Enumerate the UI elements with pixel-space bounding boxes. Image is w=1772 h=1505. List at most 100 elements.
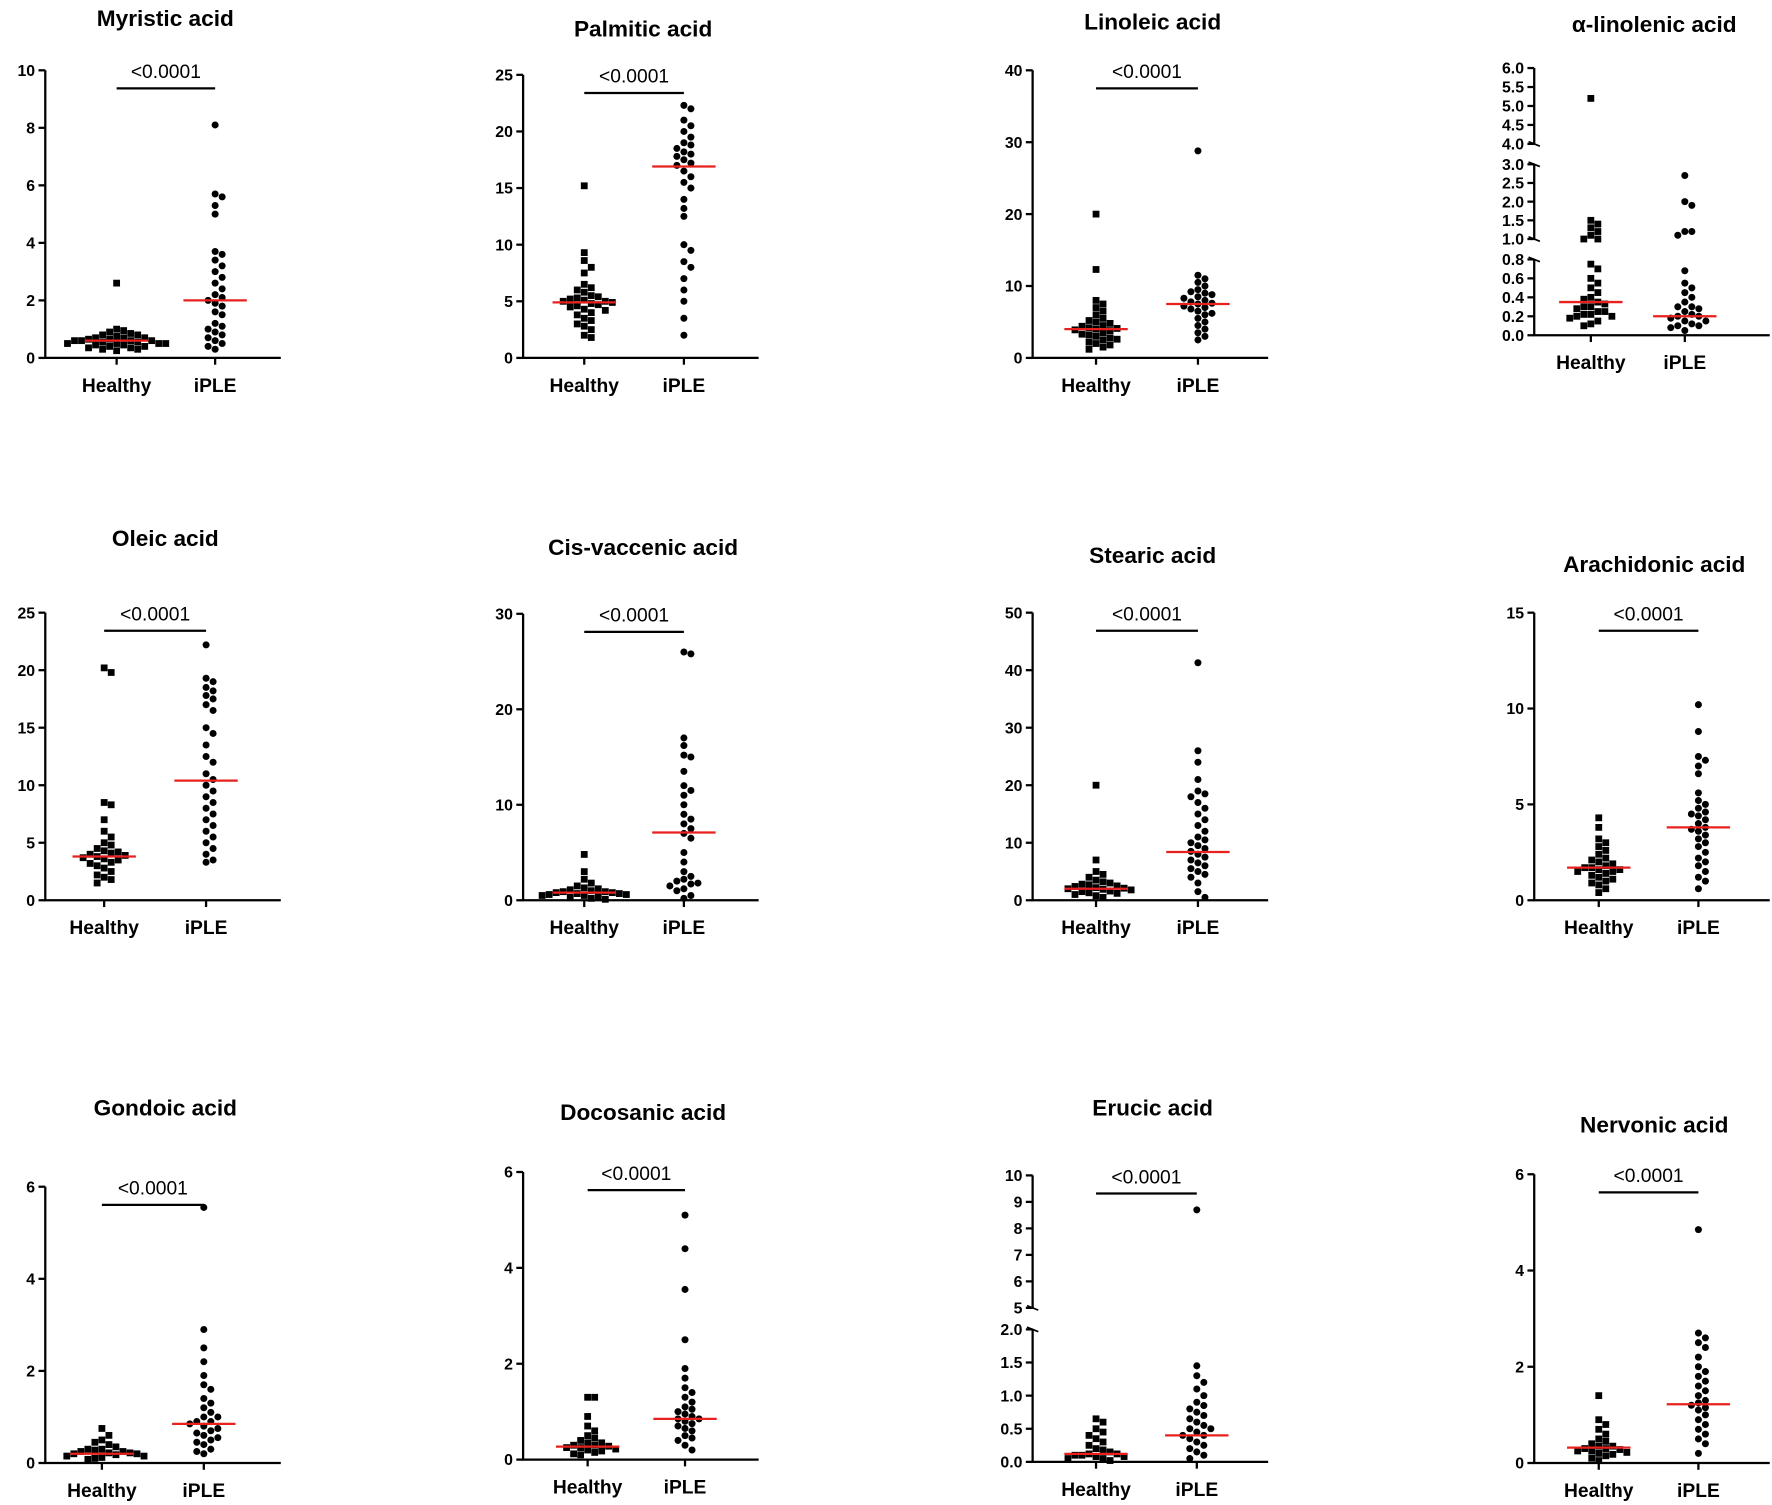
point-healthy (1099, 307, 1107, 315)
point-healthy (594, 293, 602, 301)
point-iple (688, 1420, 696, 1428)
point-healthy (1092, 1415, 1100, 1423)
point-iple (687, 891, 695, 899)
point-iple (1694, 701, 1702, 709)
point-healthy (1106, 879, 1114, 887)
point-iple (680, 791, 688, 799)
point-iple (200, 1431, 208, 1439)
y-tick-label: 0 (1014, 351, 1023, 368)
point-healthy (1594, 317, 1602, 325)
point-iple (209, 787, 217, 795)
p-value-label: <0.0001 (599, 606, 669, 627)
point-healthy (1587, 303, 1595, 311)
y-tick-label: 1.0 (1000, 1388, 1022, 1405)
point-healthy (1092, 1445, 1100, 1453)
y-tick-label: 2 (1515, 1359, 1524, 1376)
point-healthy (570, 1441, 578, 1449)
x-tick-label-healthy: Healthy (550, 918, 620, 939)
y-tick-label: 20 (1005, 778, 1023, 795)
y-tick-label: 6 (1014, 1274, 1023, 1291)
point-iple (1694, 885, 1702, 893)
y-tick-label: 0 (1515, 1456, 1524, 1473)
point-healthy (566, 893, 574, 901)
point-healthy (1078, 322, 1086, 330)
point-healthy (580, 305, 588, 313)
point-healthy (1566, 314, 1574, 322)
point-iple (688, 1388, 696, 1397)
point-iple (681, 1410, 689, 1418)
point-healthy (64, 340, 71, 347)
point-healthy (77, 1448, 85, 1455)
point-healthy (84, 1455, 92, 1463)
point-iple (1194, 293, 1202, 301)
point-iple (202, 691, 210, 700)
point-iple (687, 150, 695, 158)
point-iple (1694, 1406, 1702, 1414)
y-tick-label: 20 (495, 124, 513, 141)
point-healthy (140, 1452, 148, 1460)
point-iple (680, 148, 688, 156)
point-iple (673, 152, 681, 160)
point-healthy (1085, 889, 1093, 897)
point-iple (218, 302, 226, 310)
y-tick-label: 0 (26, 351, 35, 368)
point-iple (200, 1450, 208, 1458)
point-iple (1201, 853, 1209, 861)
y-tick-label: 6.0 (1502, 61, 1524, 78)
point-iple (680, 734, 688, 742)
point-iple (211, 345, 219, 353)
point-healthy (587, 887, 595, 895)
point-healthy (1609, 1450, 1617, 1458)
point-healthy (1085, 873, 1093, 881)
point-iple (673, 877, 681, 885)
point-healthy (1092, 1425, 1100, 1433)
point-healthy (1099, 336, 1107, 344)
point-iple (687, 815, 695, 823)
point-iple (1201, 827, 1209, 835)
x-tick-label-iple: iPLE (1177, 376, 1220, 397)
point-iple (211, 328, 219, 336)
point-healthy (566, 886, 574, 894)
point-iple (688, 1446, 696, 1454)
point-healthy (615, 890, 623, 897)
point-healthy (587, 326, 595, 333)
y-tick-label: 0 (1515, 893, 1524, 910)
y-tick-label: 5 (26, 835, 35, 852)
point-healthy (1595, 1442, 1603, 1450)
point-iple (1201, 804, 1209, 812)
point-healthy (1071, 1451, 1079, 1459)
point-healthy (612, 1445, 620, 1453)
point-iple (209, 729, 217, 737)
p-value-label: <0.0001 (120, 605, 190, 626)
point-healthy (1092, 781, 1100, 789)
point-healthy (1602, 885, 1610, 893)
point-iple (1694, 835, 1702, 843)
point-iple (1694, 1425, 1702, 1433)
point-healthy (107, 876, 115, 883)
point-healthy (1594, 308, 1602, 315)
point-healthy (1078, 330, 1086, 338)
point-healthy (1092, 856, 1100, 864)
point-healthy (1602, 1430, 1610, 1438)
point-iple (1694, 1363, 1702, 1371)
point-iple (193, 1429, 201, 1437)
y-tick-label: 2.0 (1502, 194, 1524, 211)
point-iple (218, 322, 226, 330)
point-iple (1186, 1425, 1194, 1433)
point-iple (1194, 798, 1202, 806)
point-iple (1194, 307, 1202, 315)
point-iple (674, 1436, 682, 1444)
point-healthy (1099, 893, 1107, 901)
y-tick-label: 1.5 (1502, 213, 1524, 230)
point-healthy (1595, 824, 1603, 831)
point-healthy (1595, 873, 1603, 881)
point-iple (209, 758, 217, 766)
point-iple (211, 256, 219, 264)
point-healthy (601, 306, 609, 314)
point-healthy (100, 873, 108, 881)
panel-docosanic-acid: Docosanic acid 0 2 4 6 Healthy iPLE <0.0001 (504, 1100, 759, 1499)
point-healthy (1602, 870, 1610, 877)
x-tick-label-iple: iPLE (185, 918, 228, 939)
point-iple (1186, 1445, 1194, 1453)
point-iple (680, 751, 688, 759)
